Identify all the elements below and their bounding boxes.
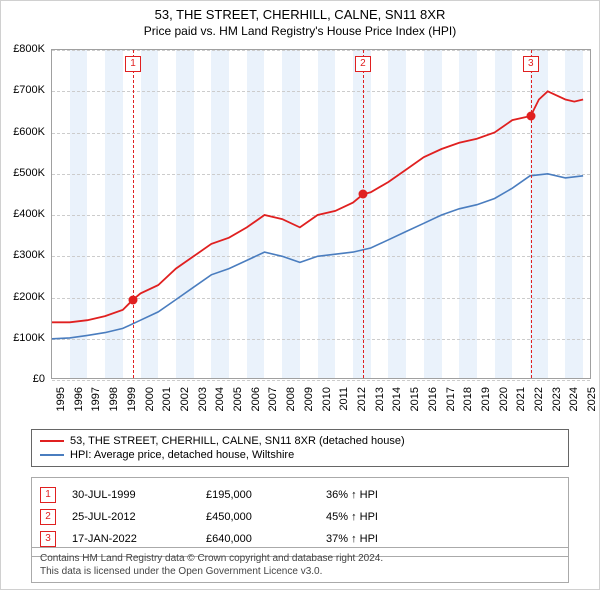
sale-date: 25-JUL-2012 xyxy=(56,511,206,523)
x-tick-label: 2011 xyxy=(338,387,350,411)
y-axis-labels: £0£100K£200K£300K£400K£500K£600K£700K£80… xyxy=(1,49,49,379)
sale-dot xyxy=(358,190,367,199)
y-tick-label: £600K xyxy=(13,126,45,138)
sale-diff: 45% ↑ HPI xyxy=(326,511,560,523)
legend-swatch-property xyxy=(40,440,64,442)
x-tick-label: 2007 xyxy=(267,387,279,411)
x-tick-label: 2019 xyxy=(480,387,492,411)
sale-price: £640,000 xyxy=(206,533,326,545)
sale-index-box: 3 xyxy=(40,531,56,547)
x-tick-label: 2013 xyxy=(374,387,386,411)
gridline xyxy=(52,380,590,381)
plot-area: 1 2 3 xyxy=(51,49,591,379)
sale-marker-line xyxy=(363,50,364,378)
y-tick-label: £500K xyxy=(13,167,45,179)
x-tick-label: 2022 xyxy=(533,387,545,411)
legend-swatch-hpi xyxy=(40,454,64,456)
sales-table: 130-JUL-1999£195,00036% ↑ HPI225-JUL-201… xyxy=(31,477,569,557)
attribution: Contains HM Land Registry data © Crown c… xyxy=(31,547,569,583)
x-tick-label: 2008 xyxy=(285,387,297,411)
chart-subtitle: Price paid vs. HM Land Registry's House … xyxy=(1,24,599,42)
sale-diff: 36% ↑ HPI xyxy=(326,489,560,501)
sale-index-box: 2 xyxy=(40,509,56,525)
x-tick-label: 1998 xyxy=(108,387,120,411)
y-tick-label: £200K xyxy=(13,291,45,303)
chart-title: 53, THE STREET, CHERHILL, CALNE, SN11 8X… xyxy=(1,1,599,24)
sale-marker-line xyxy=(133,50,134,378)
legend: 53, THE STREET, CHERHILL, CALNE, SN11 8X… xyxy=(31,429,569,467)
chart-container: 53, THE STREET, CHERHILL, CALNE, SN11 8X… xyxy=(0,0,600,590)
sales-row: 225-JUL-2012£450,00045% ↑ HPI xyxy=(40,506,560,528)
sale-dot xyxy=(526,112,535,121)
x-tick-label: 2003 xyxy=(197,387,209,411)
legend-label-property: 53, THE STREET, CHERHILL, CALNE, SN11 8X… xyxy=(70,435,405,447)
x-tick-label: 1999 xyxy=(126,387,138,411)
sale-marker-box: 2 xyxy=(355,56,371,72)
y-tick-label: £100K xyxy=(13,332,45,344)
legend-row: 53, THE STREET, CHERHILL, CALNE, SN11 8X… xyxy=(40,434,560,448)
attribution-line: This data is licensed under the Open Gov… xyxy=(40,565,560,578)
x-tick-label: 2002 xyxy=(179,387,191,411)
y-tick-label: £300K xyxy=(13,249,45,261)
sale-index-box: 1 xyxy=(40,487,56,503)
x-tick-label: 2016 xyxy=(427,387,439,411)
x-tick-label: 2014 xyxy=(391,387,403,411)
x-tick-label: 2020 xyxy=(498,387,510,411)
x-tick-label: 2001 xyxy=(161,387,173,411)
x-tick-label: 2017 xyxy=(445,387,457,411)
sale-date: 17-JAN-2022 xyxy=(56,533,206,545)
x-tick-label: 2024 xyxy=(568,387,580,411)
sales-row: 130-JUL-1999£195,00036% ↑ HPI xyxy=(40,484,560,506)
x-tick-label: 2015 xyxy=(409,387,421,411)
x-tick-label: 2010 xyxy=(321,387,333,411)
legend-label-hpi: HPI: Average price, detached house, Wilt… xyxy=(70,449,294,461)
x-axis-labels: 1995 1996 1997 1998 1999 2000 2001 2002 2003 2004… xyxy=(51,383,591,431)
sale-date: 30-JUL-1999 xyxy=(56,489,206,501)
x-tick-label: 2005 xyxy=(232,387,244,411)
sale-marker-box: 3 xyxy=(523,56,539,72)
x-tick-label: 2006 xyxy=(250,387,262,411)
x-tick-label: 2000 xyxy=(144,387,156,411)
x-tick-label: 2009 xyxy=(303,387,315,411)
series-line-hpi xyxy=(52,174,583,339)
x-tick-label: 1995 xyxy=(55,387,67,411)
sale-price: £195,000 xyxy=(206,489,326,501)
y-tick-label: £400K xyxy=(13,208,45,220)
sale-diff: 37% ↑ HPI xyxy=(326,533,560,545)
sale-marker-line xyxy=(531,50,532,378)
x-tick-label: 1997 xyxy=(90,387,102,411)
x-tick-label: 2004 xyxy=(214,387,226,411)
sale-price: £450,000 xyxy=(206,511,326,523)
x-tick-label: 2021 xyxy=(515,387,527,411)
x-tick-label: 2023 xyxy=(551,387,563,411)
series-line-property xyxy=(52,91,583,322)
x-tick-label: 1996 xyxy=(73,387,85,411)
legend-row: HPI: Average price, detached house, Wilt… xyxy=(40,448,560,462)
x-tick-label: 2025 xyxy=(586,387,598,411)
attribution-line: Contains HM Land Registry data © Crown c… xyxy=(40,552,560,565)
sale-marker-box: 1 xyxy=(125,56,141,72)
x-tick-label: 2012 xyxy=(356,387,368,411)
y-tick-label: £800K xyxy=(13,43,45,55)
x-tick-label: 2018 xyxy=(462,387,474,411)
y-tick-label: £700K xyxy=(13,84,45,96)
y-tick-label: £0 xyxy=(33,373,45,385)
sale-dot xyxy=(129,295,138,304)
